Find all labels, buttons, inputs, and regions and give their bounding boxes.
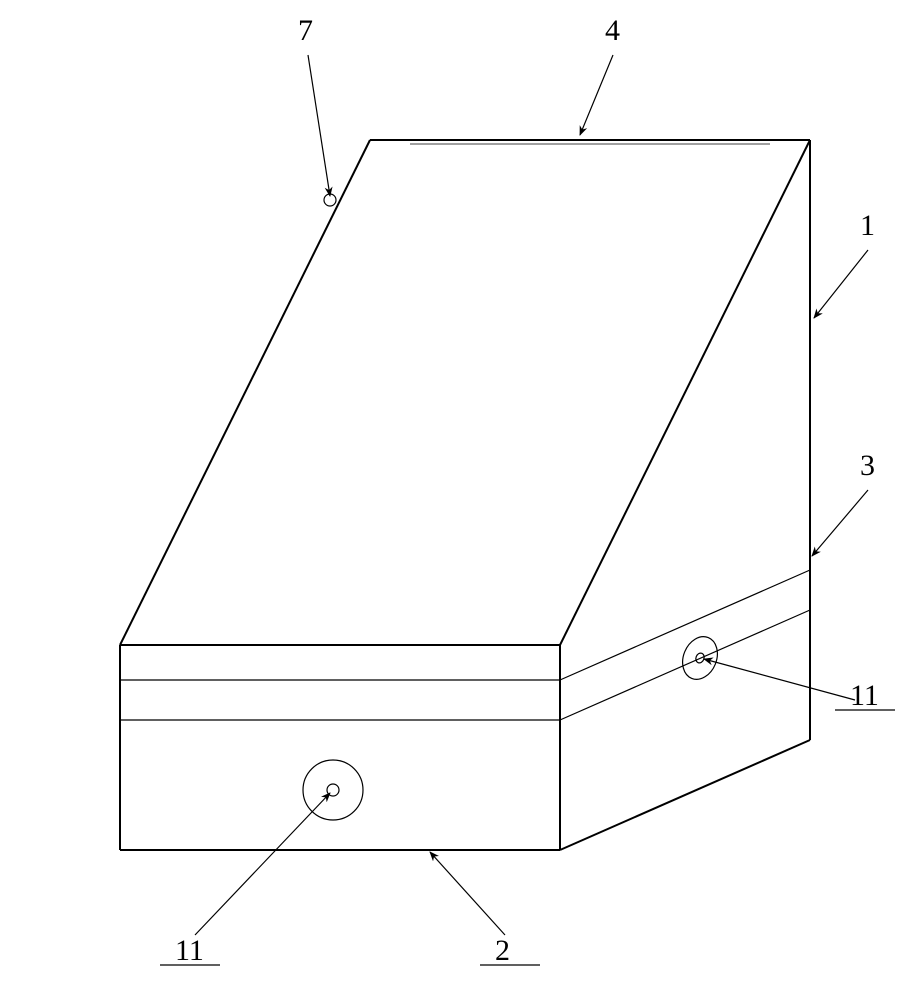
leader-line — [580, 55, 613, 135]
leader-line — [430, 852, 505, 935]
callout-label: 7 — [298, 14, 313, 47]
front-port-outer-icon — [303, 760, 363, 820]
leader-line — [308, 55, 330, 196]
callout-label: 4 — [605, 14, 620, 47]
callout-label: 11 — [175, 934, 204, 967]
leader-line — [814, 250, 868, 318]
technical-diagram: 7 4 1 3 11 11 2 — [0, 0, 915, 1000]
leader-line — [704, 659, 855, 700]
leader-line — [812, 490, 868, 556]
callout-label: 3 — [860, 449, 875, 482]
callout-label: 11 — [850, 679, 879, 712]
leader-line — [195, 793, 330, 935]
callout-label: 2 — [495, 934, 510, 967]
callout-label: 1 — [860, 209, 875, 242]
